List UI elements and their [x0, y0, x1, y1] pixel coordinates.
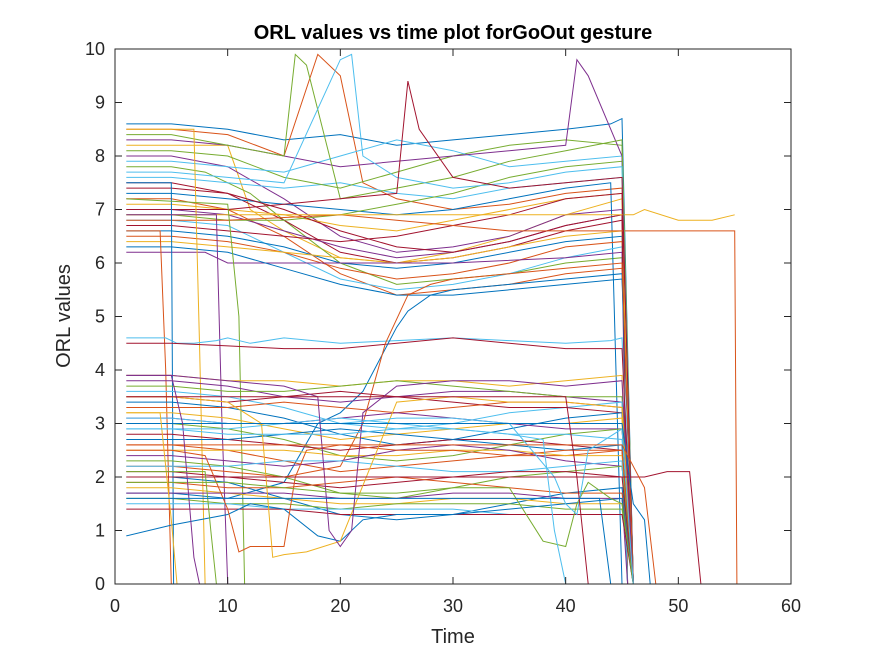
series-line	[126, 160, 634, 585]
x-tick-label: 0	[110, 596, 120, 616]
series-line	[126, 396, 634, 585]
y-tick-label: 3	[95, 414, 105, 434]
series-line	[126, 117, 634, 585]
y-tick-label: 10	[85, 39, 105, 59]
series-line	[126, 396, 589, 585]
series-line	[126, 423, 634, 585]
series-line	[126, 337, 634, 585]
x-axis: 0 10 20 30 40 50 60	[110, 49, 801, 616]
series-line	[126, 481, 634, 585]
chart-title: ORL values vs time plot forGoOut gesture	[254, 22, 653, 44]
series-line	[126, 428, 567, 585]
y-axis: 0 1 2 3 4 5 6 7 8 9 10	[85, 39, 791, 594]
series-line	[126, 230, 634, 585]
series-line	[126, 187, 629, 585]
y-tick-label: 7	[95, 200, 105, 220]
x-tick-label: 60	[781, 596, 801, 616]
x-tick-label: 50	[668, 596, 688, 616]
y-tick-label: 5	[95, 307, 105, 327]
y-tick-label: 8	[95, 146, 105, 166]
series-line	[126, 423, 651, 585]
series-line	[126, 471, 217, 585]
series-line	[126, 497, 612, 585]
series-line	[126, 497, 634, 585]
series-line	[126, 251, 629, 585]
series-line	[126, 139, 634, 585]
x-tick-label: 10	[218, 596, 238, 616]
series-line	[126, 192, 634, 585]
series-line	[126, 53, 634, 585]
series-line	[126, 262, 634, 585]
series-line	[126, 208, 735, 221]
y-tick-label: 6	[95, 253, 105, 273]
y-tick-label: 4	[95, 360, 105, 380]
x-tick-label: 30	[443, 596, 463, 616]
series-line	[126, 428, 629, 585]
series-line	[126, 219, 634, 585]
x-tick-label: 40	[556, 596, 576, 616]
series-line	[126, 444, 657, 585]
series-line	[126, 374, 634, 585]
series-line	[126, 235, 634, 585]
x-axis-label: Time	[431, 626, 475, 648]
series-line	[126, 246, 634, 585]
y-axis-label: ORL values	[53, 264, 75, 368]
series-line	[126, 139, 634, 585]
y-tick-label: 9	[95, 93, 105, 113]
series-line	[126, 155, 634, 585]
series-line	[126, 460, 629, 585]
series-line	[126, 80, 634, 585]
plot-area	[115, 49, 791, 584]
x-tick-label: 20	[330, 596, 350, 616]
y-tick-label: 2	[95, 467, 105, 487]
y-tick-label: 0	[95, 574, 105, 594]
series-line	[126, 471, 702, 585]
series-layer	[126, 53, 738, 585]
y-tick-label: 1	[95, 521, 105, 541]
series-line	[126, 374, 200, 585]
series-line	[126, 53, 634, 585]
series-line	[126, 449, 634, 585]
series-line	[126, 412, 178, 585]
series-line	[126, 380, 634, 585]
series-line	[126, 476, 634, 585]
series-line	[126, 337, 634, 585]
